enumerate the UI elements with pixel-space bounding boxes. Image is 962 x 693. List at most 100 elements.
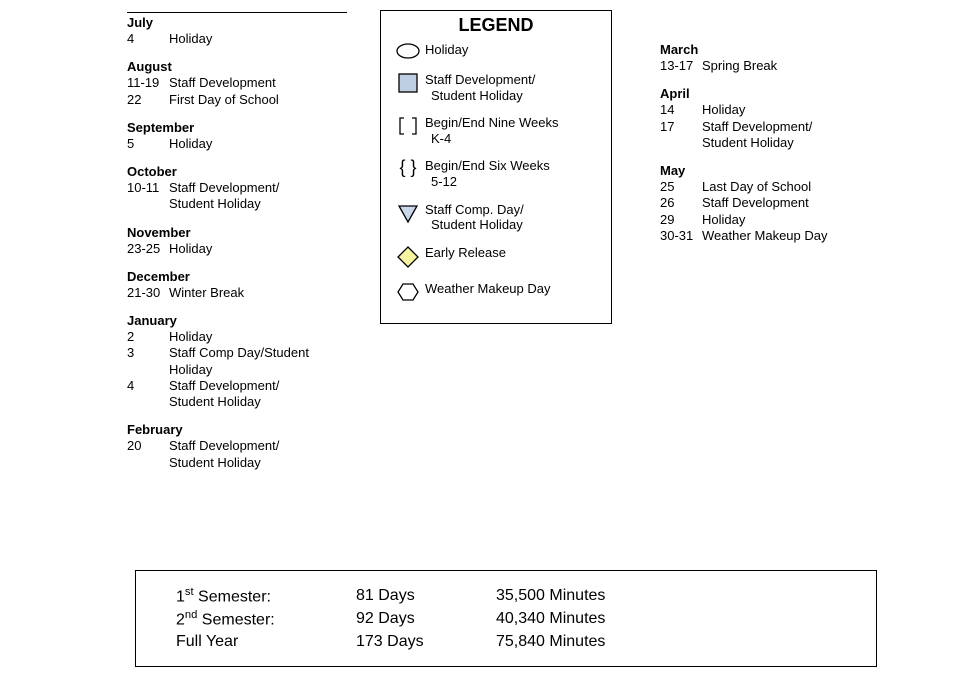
summary-label: 2nd Semester:: [176, 608, 356, 631]
event-desc: Staff Development: [702, 195, 890, 211]
event-desc: Holiday: [169, 136, 347, 152]
event-date: 14: [660, 102, 702, 118]
summary-days: 81 Days: [356, 585, 496, 608]
month-block: May25Last Day of School26Staff Developme…: [660, 163, 890, 244]
legend-label-sub: Student Holiday: [425, 217, 601, 233]
legend-label: Early Release: [425, 243, 601, 261]
triangle-icon: [391, 200, 425, 224]
event-row: 13-17Spring Break: [660, 58, 890, 74]
summary-row: 1st Semester:81 Days35,500 Minutes: [176, 585, 836, 608]
event-desc: Staff Development/: [169, 180, 347, 196]
event-desc: Holiday: [169, 241, 347, 257]
event-row: 11-19Staff Development: [127, 75, 347, 91]
legend-label: Weather Makeup Day: [425, 279, 601, 297]
event-desc: First Day of School: [169, 92, 347, 108]
event-date: 25: [660, 179, 702, 195]
event-desc: Staff Development/: [169, 378, 347, 394]
month-block: July4Holiday: [127, 12, 347, 47]
event-row: 29Holiday: [660, 212, 890, 228]
square-icon: [391, 70, 425, 94]
month-title: September: [127, 120, 347, 135]
event-row: 5Holiday: [127, 136, 347, 152]
event-date: 3: [127, 345, 169, 361]
event-desc-cont: Student Holiday: [660, 135, 890, 151]
event-desc: Winter Break: [169, 285, 347, 301]
event-row: 4Holiday: [127, 31, 347, 47]
event-date: 30-31: [660, 228, 702, 244]
event-date: 20: [127, 438, 169, 454]
legend-item: Early Release: [391, 243, 601, 269]
event-date: 4: [127, 378, 169, 394]
summary-row: Full Year173 Days75,840 Minutes: [176, 631, 836, 653]
event-row: 21-30Winter Break: [127, 285, 347, 301]
legend-label: Staff Development/Student Holiday: [425, 70, 601, 103]
event-row: 26Staff Development: [660, 195, 890, 211]
event-row: 10-11Staff Development/: [127, 180, 347, 196]
month-block: April14Holiday17Staff Development/Studen…: [660, 86, 890, 151]
month-block: December21-30Winter Break: [127, 269, 347, 301]
diamond-icon: [391, 243, 425, 269]
event-row: 14Holiday: [660, 102, 890, 118]
event-date: 4: [127, 31, 169, 47]
month-title: July: [127, 12, 347, 30]
month-title: March: [660, 42, 890, 57]
ellipse-icon: [391, 40, 425, 60]
event-date: 21-30: [127, 285, 169, 301]
event-date: 2: [127, 329, 169, 345]
event-desc-cont: Student Holiday: [127, 196, 347, 212]
month-block: January2Holiday3Staff Comp Day/StudentHo…: [127, 313, 347, 410]
month-title: October: [127, 164, 347, 179]
hexagon-icon: [391, 279, 425, 303]
summary-minutes: 40,340 Minutes: [496, 608, 656, 631]
event-row: 3Staff Comp Day/Student: [127, 345, 347, 361]
event-date: 29: [660, 212, 702, 228]
summary-label: Full Year: [176, 631, 356, 653]
legend-item: { }Begin/End Six Weeks5-12: [391, 156, 601, 189]
month-title: November: [127, 225, 347, 240]
event-desc: Holiday: [702, 102, 890, 118]
event-row: 4Staff Development/: [127, 378, 347, 394]
event-date: 11-19: [127, 75, 169, 91]
legend-label: Holiday: [425, 40, 601, 58]
legend-title: LEGEND: [391, 15, 601, 36]
event-desc: Holiday: [169, 329, 347, 345]
month-block: October10-11Staff Development/Student Ho…: [127, 164, 347, 213]
month-block: November23-25Holiday: [127, 225, 347, 257]
event-date: 10-11: [127, 180, 169, 196]
event-row: 30-31Weather Makeup Day: [660, 228, 890, 244]
legend-label: Begin/End Six Weeks5-12: [425, 156, 601, 189]
event-row: 23-25Holiday: [127, 241, 347, 257]
event-row: 22First Day of School: [127, 92, 347, 108]
brackets-icon: [391, 113, 425, 137]
event-row: 20Staff Development/: [127, 438, 347, 454]
month-block: August11-19Staff Development22First Day …: [127, 59, 347, 108]
legend-label-sub: Student Holiday: [425, 88, 601, 104]
event-date: 22: [127, 92, 169, 108]
legend-label-sub: 5-12: [425, 174, 601, 190]
event-date: 17: [660, 119, 702, 135]
legend-item: Staff Comp. Day/Student Holiday: [391, 200, 601, 233]
legend-item: Begin/End Nine WeeksK-4: [391, 113, 601, 146]
summary-box: 1st Semester:81 Days35,500 Minutes2nd Se…: [135, 570, 877, 667]
event-desc: Holiday: [169, 31, 347, 47]
summary-minutes: 35,500 Minutes: [496, 585, 656, 608]
month-title: May: [660, 163, 890, 178]
legend-label-sub: K-4: [425, 131, 601, 147]
summary-row: 2nd Semester:92 Days40,340 Minutes: [176, 608, 836, 631]
event-desc-cont: Student Holiday: [127, 394, 347, 410]
braces-icon: { }: [391, 156, 425, 176]
event-desc: Staff Comp Day/Student: [169, 345, 347, 361]
summary-days: 92 Days: [356, 608, 496, 631]
month-title: April: [660, 86, 890, 101]
event-date: 13-17: [660, 58, 702, 74]
event-desc: Last Day of School: [702, 179, 890, 195]
event-date: 26: [660, 195, 702, 211]
event-desc: Spring Break: [702, 58, 890, 74]
month-title: January: [127, 313, 347, 328]
event-desc: Staff Development: [169, 75, 347, 91]
event-row: 17Staff Development/: [660, 119, 890, 135]
month-title: August: [127, 59, 347, 74]
event-desc: Staff Development/: [702, 119, 890, 135]
event-desc: Staff Development/: [169, 438, 347, 454]
left-events-column: July4HolidayAugust11-19Staff Development…: [127, 12, 347, 483]
